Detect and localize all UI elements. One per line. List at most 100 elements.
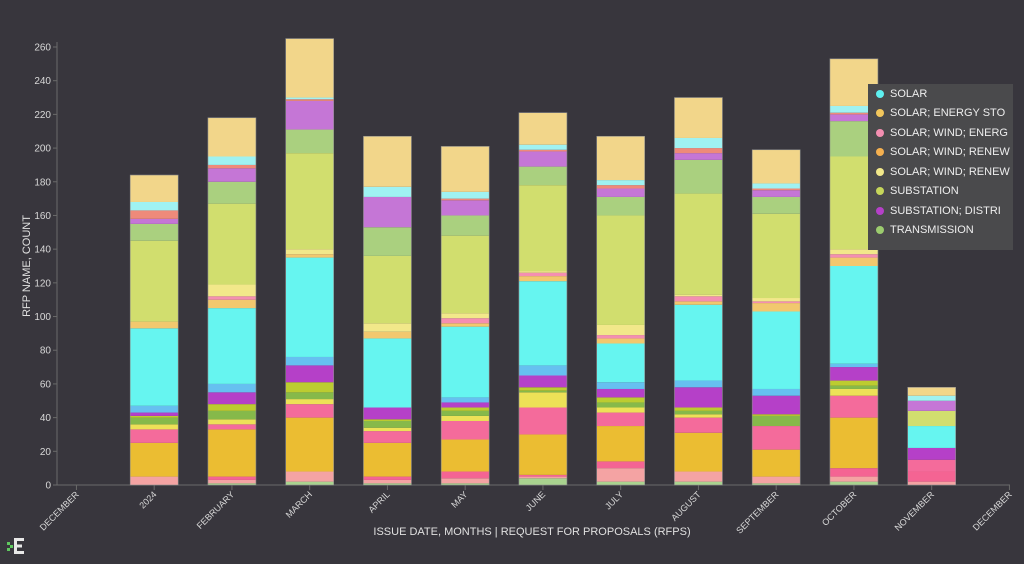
bar-segment	[596, 196, 645, 216]
bar-segment	[207, 424, 256, 430]
bar-segment	[207, 299, 256, 309]
bar-segment	[363, 196, 412, 228]
bar-segment	[596, 185, 645, 189]
bar-segment	[285, 257, 334, 357]
bar-segment	[907, 400, 956, 411]
bar-segment	[596, 388, 645, 398]
bar-segment	[130, 442, 179, 477]
bar-segment	[130, 175, 179, 202]
bar-segment	[907, 447, 956, 460]
bar-segment	[130, 412, 179, 416]
bar-outline	[596, 135, 645, 486]
bar-outline	[285, 38, 334, 486]
bar-segment	[829, 481, 878, 485]
y-tick-label: 100	[34, 312, 51, 323]
bar-stack	[285, 38, 334, 486]
bar-segment	[674, 417, 723, 433]
bar-segment	[829, 257, 878, 266]
bar-segment	[518, 149, 567, 152]
bar-outline	[207, 117, 257, 486]
bar-segment	[441, 439, 490, 472]
bar-segment	[518, 112, 567, 145]
bar-segment	[363, 255, 412, 324]
bar-segment	[363, 431, 412, 443]
legend-item[interactable]: SOLAR; WIND; ENERG	[868, 123, 1013, 143]
bar-segment	[441, 407, 490, 411]
bar-segment	[674, 153, 723, 160]
bar-segment	[752, 449, 801, 477]
bar-segment	[752, 213, 801, 299]
bar-segment	[285, 254, 334, 258]
x-tick-label: 2024	[137, 489, 158, 510]
bar-segment	[285, 392, 334, 400]
bar-segment	[596, 412, 645, 427]
bar-segment	[829, 476, 878, 482]
bar-outline	[751, 149, 801, 486]
bar-segment	[441, 318, 490, 324]
bar-segment	[907, 387, 956, 396]
bar-segment	[441, 471, 490, 479]
bar-segment	[130, 210, 179, 219]
bar-segment	[674, 148, 723, 154]
bar-segment	[518, 375, 567, 388]
bar-segment	[207, 117, 256, 157]
bars	[129, 38, 956, 486]
bar-segment	[285, 417, 334, 472]
bar-segment	[285, 100, 334, 130]
legend-item[interactable]: SOLAR; ENERGY STO	[868, 104, 1013, 124]
bar-segment	[285, 99, 334, 101]
legend-item[interactable]: SUBSTATION	[868, 182, 1013, 202]
bar-segment	[285, 399, 334, 405]
legend-dot-icon	[876, 167, 884, 176]
bar-segment	[752, 303, 801, 312]
legend-item[interactable]: SOLAR; WIND; RENEW	[868, 162, 1013, 182]
bar-segment	[518, 476, 567, 479]
bar-segment	[518, 387, 567, 391]
x-tick-label: SEPTEMBER	[734, 489, 781, 536]
legend-item[interactable]: SOLAR	[868, 84, 1013, 104]
bar-segment	[596, 136, 645, 181]
bar-segment	[829, 266, 878, 364]
bar-segment	[518, 271, 567, 273]
bar-segment	[518, 392, 567, 408]
bar-segment	[674, 296, 723, 302]
legend-item[interactable]: SOLAR; WIND; RENEW	[868, 143, 1013, 163]
bar-segment	[207, 429, 256, 477]
bar-segment	[752, 298, 801, 302]
x-tick-label: NOVEMBER	[893, 489, 937, 533]
bar-segment	[752, 426, 801, 450]
bar-stack	[518, 112, 568, 486]
legend-dot-icon	[876, 128, 884, 137]
bar-segment	[829, 367, 878, 381]
legend-dot-icon	[876, 226, 884, 235]
bar-segment	[130, 476, 179, 485]
legend-dot-icon	[876, 206, 884, 215]
bar-segment	[596, 397, 645, 403]
bar-segment	[130, 424, 179, 430]
bar-segment	[285, 481, 334, 485]
bar-segment	[130, 405, 179, 413]
bar-segment	[130, 429, 179, 443]
bar-segment	[130, 240, 179, 322]
bar-segment	[207, 168, 256, 182]
bar-segment	[674, 471, 723, 482]
bar-segment	[674, 304, 723, 381]
bar-segment	[752, 476, 801, 484]
legend-item[interactable]: TRANSMISSION	[868, 221, 1013, 241]
y-tick-label: 60	[40, 379, 52, 390]
legend[interactable]: SOLAR SOLAR; ENERGY STO SOLAR; WIND; ENERG…	[868, 84, 1013, 250]
legend-label: SOLAR; WIND; ENERG	[890, 126, 1008, 139]
bar-segment	[441, 397, 490, 403]
x-tick-label: JUNE	[524, 489, 548, 513]
y-axis-label: RFP NAME, COUNT	[21, 215, 33, 317]
legend-label: SOLAR; WIND; RENEW	[890, 146, 1010, 159]
y-tick-label: 20	[40, 447, 52, 458]
legend-dot-icon	[876, 89, 884, 98]
legend-item[interactable]: SUBSTATION; DISTRI	[868, 201, 1013, 221]
bar-stack	[129, 174, 179, 486]
bar-segment	[441, 420, 490, 440]
x-axis-label: ISSUE DATE, MONTHS | REQUEST FOR PROPOSA…	[373, 526, 690, 538]
bar-segment	[907, 481, 956, 485]
bar-segment	[207, 284, 256, 297]
x-tick-label: FEBRUARY	[195, 489, 237, 531]
